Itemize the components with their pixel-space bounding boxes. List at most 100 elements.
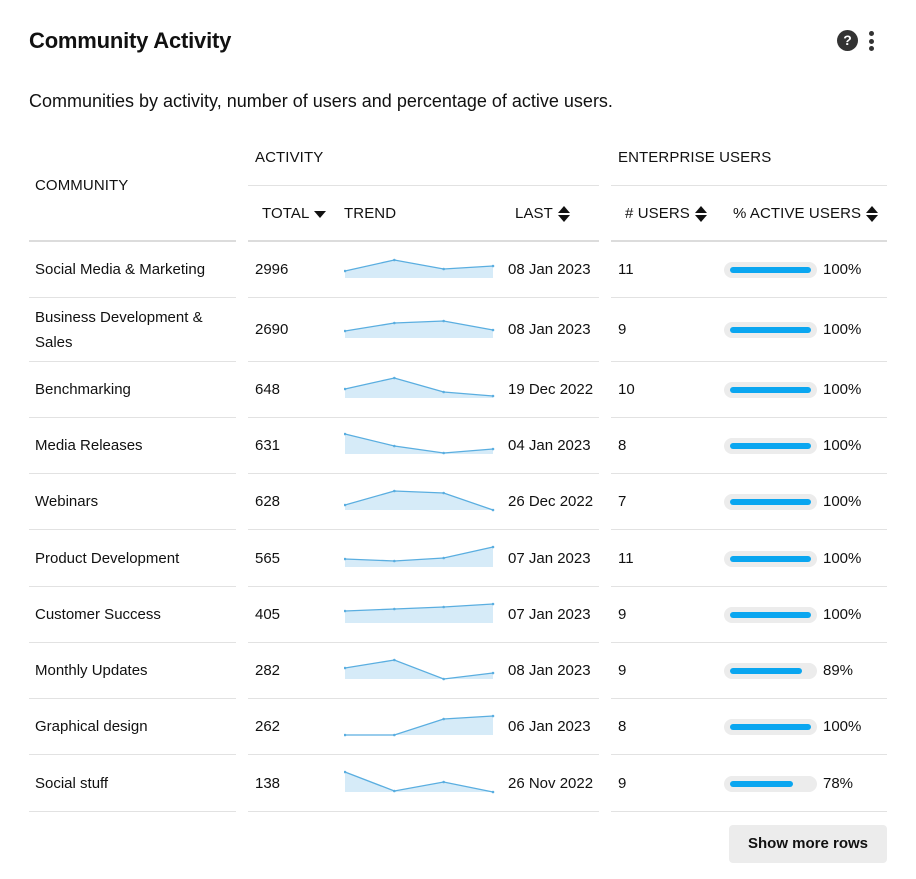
trend-area: [345, 716, 493, 735]
active-users-percent: 89%: [823, 662, 854, 679]
row-divider: [29, 811, 236, 812]
trend-line: [344, 545, 494, 562]
trend-sparkline: [344, 489, 495, 512]
activity-total: 405: [255, 606, 281, 623]
row-divider: [248, 297, 599, 298]
trend-point: [393, 444, 396, 448]
trend-point: [442, 556, 445, 559]
active-users-progress-fill: [730, 668, 803, 674]
enterprise-users-count: 9: [618, 606, 627, 623]
trend-point: [491, 447, 495, 451]
trend-line: [344, 603, 494, 612]
trend-point: [442, 451, 445, 455]
trend-point: [344, 432, 347, 436]
community-name[interactable]: Webinars: [35, 493, 99, 510]
trend-point: [393, 733, 396, 737]
row-divider: [611, 473, 887, 474]
activity-last-date: 08 Jan 2023: [508, 261, 591, 278]
row-divider: [611, 811, 887, 812]
column-header-users-label: # USERS: [625, 205, 690, 222]
enterprise-users-count: 8: [618, 718, 627, 735]
active-users-progress: [724, 382, 817, 398]
sort-both-icon: [557, 206, 570, 223]
trend-line: [344, 770, 494, 793]
trend-point: [442, 491, 445, 495]
activity-total: 628: [255, 493, 281, 510]
trend-point: [344, 666, 347, 670]
trend-point: [491, 545, 495, 548]
trend-sparkline: [344, 432, 495, 455]
enterprise-users-count: 10: [618, 381, 635, 398]
column-header-active-users[interactable]: % ACTIVE USERS: [733, 205, 879, 223]
row-divider: [611, 361, 887, 362]
trend-point: [442, 717, 445, 721]
trend-line: [344, 433, 494, 454]
trend-point: [344, 770, 347, 773]
row-divider: [248, 361, 599, 362]
enterprise-users-count: 11: [618, 549, 634, 567]
activity-last-date: 08 Jan 2023: [508, 662, 591, 679]
card-subtitle: Communities by activity, number of users…: [29, 91, 613, 111]
row-divider: [29, 754, 236, 755]
community-name[interactable]: Social stuff: [35, 774, 109, 792]
show-more-rows-button[interactable]: Show more rows: [729, 825, 887, 863]
trend-point: [344, 329, 347, 333]
community-name[interactable]: Media Releases: [35, 437, 143, 454]
community-name[interactable]: Monthly Updates: [35, 662, 148, 679]
community-name[interactable]: Business Development & Sales: [35, 309, 203, 351]
trend-line: [344, 490, 494, 511]
trend-point: [442, 390, 445, 394]
activity-total: 631: [255, 437, 281, 454]
enterprise-users-count: 11: [618, 261, 634, 278]
activity-total: 138: [255, 774, 281, 792]
trend-point: [491, 602, 495, 606]
trend-point: [344, 387, 347, 391]
header-bottom-border: [29, 240, 236, 242]
activity-total: 262: [255, 718, 281, 735]
trend-point: [442, 677, 445, 681]
trend-point: [393, 258, 396, 262]
column-header-trend: TREND: [344, 205, 397, 222]
row-divider: [248, 417, 599, 418]
more-vertical-icon[interactable]: [866, 31, 876, 53]
trend-point: [442, 267, 445, 271]
community-name[interactable]: Social Media & Marketing: [35, 261, 206, 278]
header-divider-users: [611, 185, 887, 186]
row-divider: [611, 642, 887, 643]
trend-sparkline: [344, 319, 495, 338]
enterprise-users-count: 9: [618, 774, 627, 792]
row-divider: [29, 473, 236, 474]
row-divider: [611, 586, 887, 587]
trend-point: [491, 671, 495, 675]
card-title: Community Activity: [29, 28, 232, 53]
activity-last-date: 26 Nov 2022: [508, 774, 594, 792]
trend-area: [345, 604, 493, 623]
active-users-progress: [724, 262, 817, 278]
trend-point: [393, 376, 396, 380]
enterprise-users-count: 9: [618, 662, 627, 679]
community-name[interactable]: Customer Success: [35, 606, 161, 623]
active-users-progress-fill: [730, 612, 811, 618]
community-name[interactable]: Graphical design: [35, 718, 148, 735]
trend-sparkline: [344, 714, 495, 737]
trend-point: [491, 508, 495, 512]
trend-area: [345, 434, 493, 454]
row-divider: [611, 417, 887, 418]
column-header-users[interactable]: # USERS: [625, 205, 707, 223]
active-users-percent: 100%: [823, 606, 862, 623]
activity-last-date: 06 Jan 2023: [508, 718, 591, 735]
trend-point: [491, 394, 495, 398]
active-users-progress: [724, 663, 817, 679]
column-header-total[interactable]: TOTAL: [262, 205, 327, 222]
active-users-percent: 100%: [823, 437, 862, 454]
trend-point: [344, 609, 347, 613]
column-header-last[interactable]: LAST: [515, 205, 570, 223]
community-name[interactable]: Benchmarking: [35, 381, 131, 398]
active-users-progress-fill: [730, 555, 811, 562]
help-icon[interactable]: ?: [837, 30, 858, 51]
trend-line: [344, 659, 494, 680]
row-divider: [248, 473, 599, 474]
row-divider: [29, 361, 236, 362]
community-name[interactable]: Product Development: [35, 549, 180, 567]
header-enterprise-users-group: ENTERPRISE USERS: [618, 149, 772, 166]
